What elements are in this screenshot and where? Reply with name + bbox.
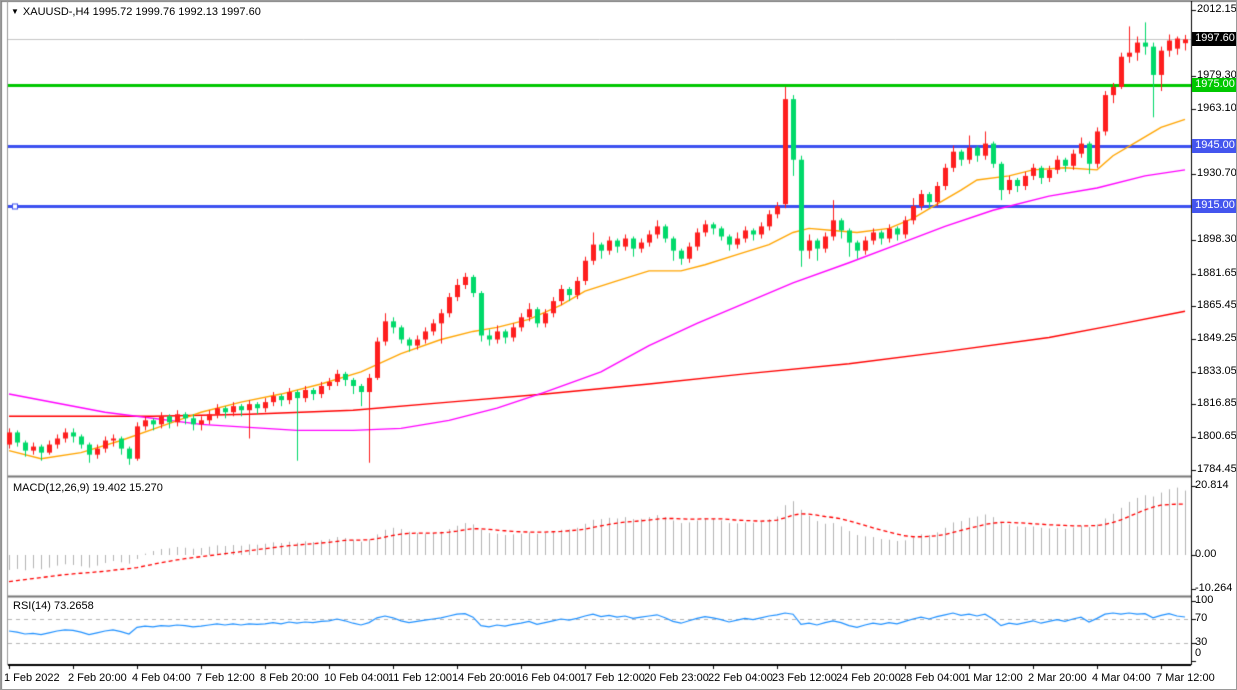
time-tick-label: 10 Feb 04:00 <box>324 672 389 684</box>
time-tick-label: 1 Feb 2022 <box>4 672 60 684</box>
price-tick-label: 1833.05 <box>1197 364 1237 377</box>
macd-scale-label: 20.814 <box>1195 478 1229 491</box>
time-tick-label: 4 Feb 04:00 <box>132 672 191 684</box>
time-tick-label: 22 Feb 04:00 <box>708 672 773 684</box>
price-tag-blue: 1945.00 <box>1192 138 1236 153</box>
macd-indicator-label: MACD(12,26,9) 19.402 15.270 <box>13 482 163 494</box>
chevron-down-icon[interactable]: ▼ <box>11 7 19 16</box>
price-tag-current: 1997.60 <box>1192 32 1236 47</box>
rsi-scale-label: 30 <box>1195 636 1208 648</box>
time-tick-label: 20 Feb 23:00 <box>644 672 709 684</box>
time-tick-label: 7 Mar 12:00 <box>1156 672 1215 684</box>
symbol-ohlc-label: XAUUSD-,H4 1995.72 1999.76 1992.13 1997.… <box>22 6 261 18</box>
price-tick-label: 1930.70 <box>1197 167 1237 180</box>
time-tick-label: 23 Feb 12:00 <box>772 672 837 684</box>
time-tick-label: 17 Feb 12:00 <box>580 672 645 684</box>
price-tick-label: 2012.15 <box>1197 2 1237 15</box>
macd-scale-label: -10.264 <box>1195 582 1233 595</box>
chart-title-bar: ▼ XAUUSD-,H4 1995.72 1999.76 1992.13 1997… <box>11 6 261 18</box>
time-tick-label: 14 Feb 20:00 <box>452 672 517 684</box>
rsi-scale-label: 100 <box>1195 594 1214 606</box>
price-tick-label: 1816.85 <box>1197 397 1237 410</box>
time-tick-label: 2 Mar 20:00 <box>1028 672 1087 684</box>
price-tick-label: 1881.65 <box>1197 266 1237 279</box>
time-tick-label: 24 Feb 20:00 <box>836 672 901 684</box>
rsi-indicator-label: RSI(14) 73.2658 <box>13 600 94 612</box>
price-tick-label: 1800.65 <box>1197 430 1237 443</box>
time-tick-label: 16 Feb 04:00 <box>516 672 581 684</box>
price-tag-blue: 1915.00 <box>1192 199 1236 214</box>
price-tick-label: 1784.45 <box>1197 462 1237 475</box>
price-tick-label: 1849.25 <box>1197 332 1237 344</box>
macd-scale-label: 0.00 <box>1195 548 1217 560</box>
rsi-scale-label: 70 <box>1195 612 1208 624</box>
price-tick-label: 1865.45 <box>1197 299 1237 312</box>
price-tag-green: 1975.00 <box>1192 78 1236 92</box>
time-tick-label: 8 Feb 20:00 <box>260 672 319 684</box>
price-tick-label: 1898.30 <box>1197 232 1237 245</box>
time-tick-label: 1 Mar 12:00 <box>964 672 1023 684</box>
rsi-scale-label: 0 <box>1195 647 1202 659</box>
time-tick-label: 11 Feb 12:00 <box>388 672 453 684</box>
time-tick-label: 4 Mar 04:00 <box>1092 672 1151 684</box>
time-tick-label: 7 Feb 12:00 <box>196 672 255 684</box>
time-tick-label: 2 Feb 20:00 <box>68 672 127 684</box>
price-tick-label: 1963.10 <box>1197 102 1237 115</box>
time-tick-label: 28 Feb 04:00 <box>900 672 965 684</box>
